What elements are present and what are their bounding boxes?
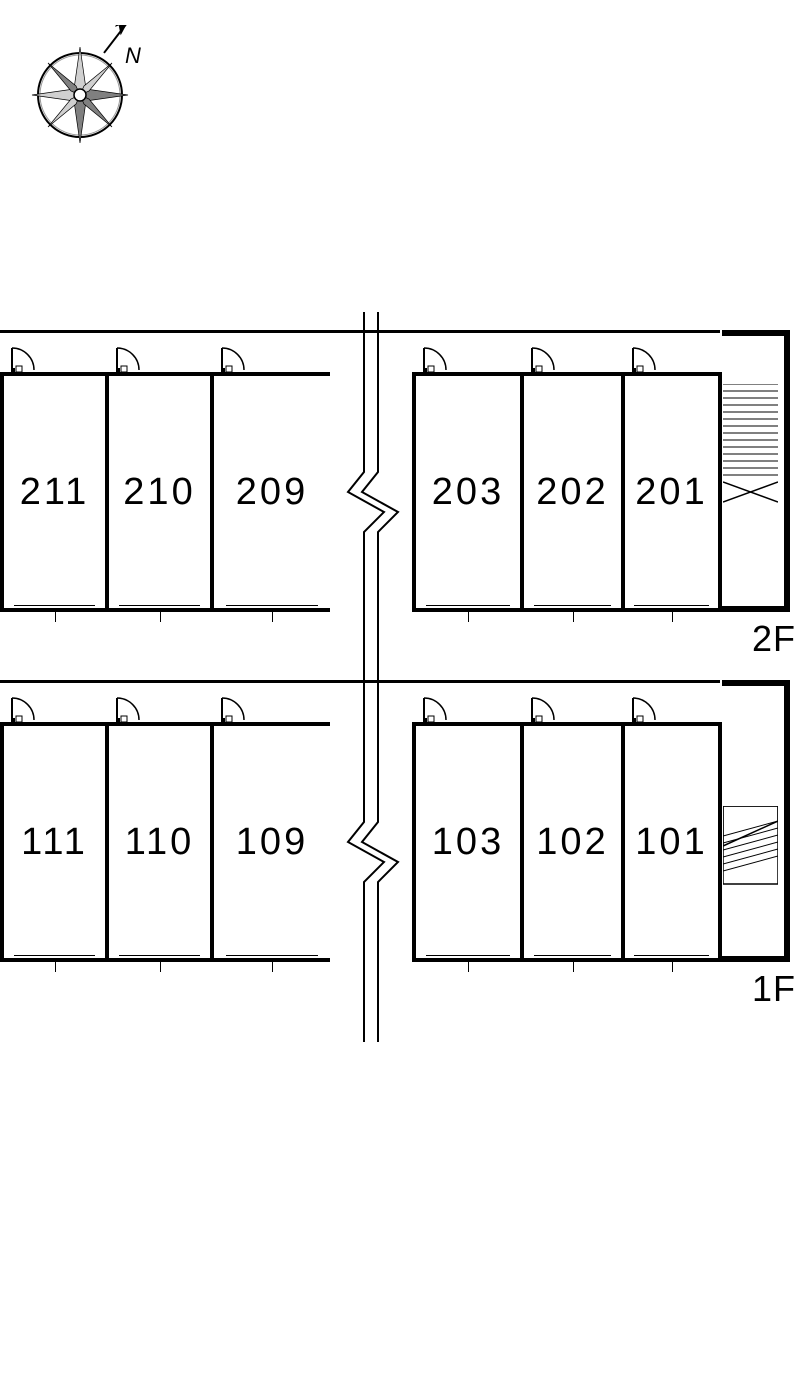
unit-103: 103: [412, 722, 520, 962]
unit-label: 203: [432, 471, 504, 514]
tick: [468, 958, 469, 972]
unit-label: 201: [635, 471, 707, 514]
stairs: [723, 806, 778, 886]
unit-label: 111: [21, 821, 88, 864]
door-icon: [220, 346, 250, 372]
unit-203: 203: [412, 372, 520, 612]
door-icon: [422, 696, 452, 722]
floor-1F: 1111101091031021011F: [0, 680, 800, 960]
floor-2F: 2112102092032022012F: [0, 330, 800, 610]
unit-label: 101: [635, 821, 707, 864]
floor-label: 1F: [752, 968, 796, 1010]
door-icon: [115, 346, 145, 372]
tick: [573, 608, 574, 622]
unit-label: 209: [236, 471, 308, 514]
floor-label: 2F: [752, 618, 796, 660]
unit-209: 209: [210, 372, 330, 612]
tick: [160, 958, 161, 972]
tick: [160, 608, 161, 622]
unit-211: 211: [0, 372, 105, 612]
tick: [272, 608, 273, 622]
compass-rose: N: [25, 25, 165, 145]
unit-102: 102: [520, 722, 621, 962]
unit-label: 202: [536, 471, 608, 514]
unit-109: 109: [210, 722, 330, 962]
unit-110: 110: [105, 722, 210, 962]
compass-n-label: N: [125, 43, 141, 68]
unit-202: 202: [520, 372, 621, 612]
stairwell: [722, 330, 790, 612]
unit-label: 210: [123, 471, 195, 514]
unit-label: 103: [432, 821, 504, 864]
stairs: [723, 384, 778, 494]
tick: [672, 608, 673, 622]
tick: [672, 958, 673, 972]
tick: [573, 958, 574, 972]
unit-label: 211: [20, 471, 90, 514]
door-icon: [422, 346, 452, 372]
unit-101: 101: [621, 722, 722, 962]
door-icon: [530, 696, 560, 722]
unit-label: 102: [536, 821, 608, 864]
break-mark: [330, 372, 412, 612]
door-icon: [530, 346, 560, 372]
door-icon: [220, 696, 250, 722]
tick: [55, 608, 56, 622]
tick: [55, 958, 56, 972]
tick: [272, 958, 273, 972]
tick: [468, 608, 469, 622]
door-icon: [631, 696, 661, 722]
break-mark: [330, 722, 412, 962]
stairwell: [722, 680, 790, 962]
unit-label: 109: [236, 821, 308, 864]
door-icon: [10, 696, 40, 722]
unit-210: 210: [105, 372, 210, 612]
door-icon: [115, 696, 145, 722]
unit-label: 110: [125, 821, 195, 864]
door-icon: [631, 346, 661, 372]
door-icon: [10, 346, 40, 372]
unit-111: 111: [0, 722, 105, 962]
unit-201: 201: [621, 372, 722, 612]
